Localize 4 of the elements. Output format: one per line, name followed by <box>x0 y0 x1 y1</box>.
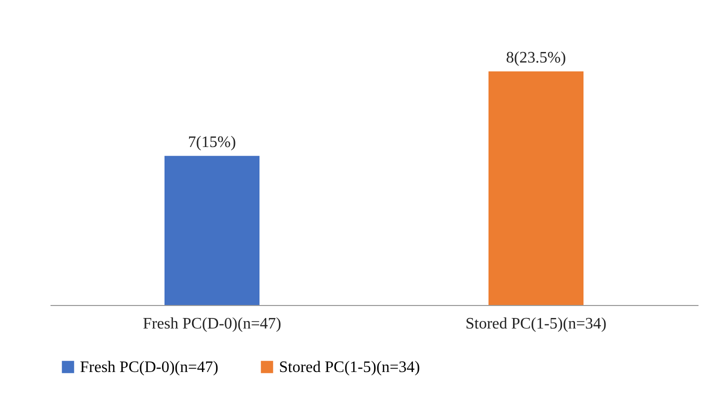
data-label: 8(23.5%) <box>506 49 566 66</box>
data-label: 7(15%) <box>188 134 236 151</box>
legend-label: Stored PC(1-5)(n=34) <box>279 359 420 376</box>
legend-label: Fresh PC(D-0)(n=47) <box>80 359 218 376</box>
